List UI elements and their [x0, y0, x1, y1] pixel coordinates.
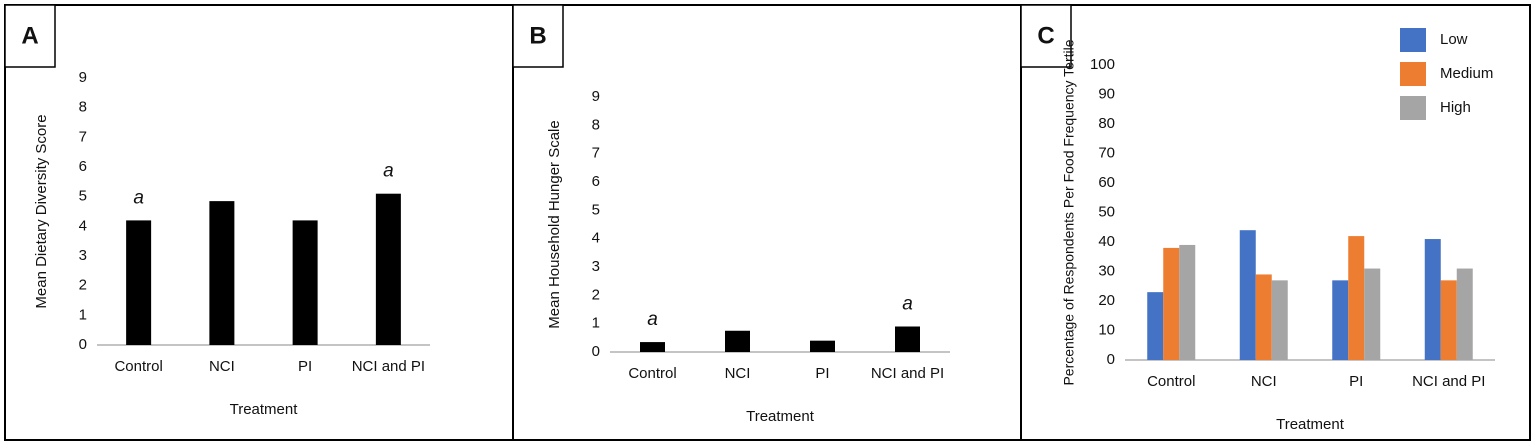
x-axis-label: Treatment [746, 408, 815, 425]
y-axis-label: Mean Dietary Diversity Score [33, 114, 50, 308]
y-tick-label: 4 [592, 230, 600, 247]
y-tick-label: 9 [79, 69, 87, 86]
panel-label-box [4, 4, 56, 68]
y-tick-label: 0 [592, 343, 600, 360]
bar [126, 220, 152, 345]
bar [725, 330, 750, 352]
bar [1179, 244, 1196, 360]
bar [292, 220, 318, 345]
legend-swatch [1400, 96, 1426, 120]
panel-label-box [512, 4, 564, 68]
y-tick-label: 6 [79, 158, 87, 175]
legend-label: Medium [1440, 65, 1493, 82]
y-tick-label: 6 [592, 173, 600, 190]
y-tick-label: 20 [1098, 292, 1115, 309]
x-tick-label: PI [815, 365, 829, 382]
bar [1424, 239, 1441, 360]
panel-frame [512, 4, 1022, 441]
bar-label: a [133, 187, 144, 208]
x-tick-label: NCI and PI [871, 365, 944, 382]
x-tick-label: NCI [209, 358, 235, 375]
bar [1456, 268, 1473, 360]
y-tick-label: 10 [1098, 321, 1115, 338]
y-tick-label: 3 [592, 258, 600, 275]
y-tick-label: 5 [79, 188, 87, 205]
y-tick-label: 4 [79, 217, 87, 234]
legend-label: Low [1440, 31, 1468, 48]
bar-label: a [647, 309, 658, 330]
y-tick-label: 2 [592, 286, 600, 303]
legend-swatch [1400, 62, 1426, 86]
y-tick-label: 3 [79, 247, 87, 264]
x-tick-label: Control [1147, 373, 1195, 390]
y-tick-label: 8 [79, 99, 87, 116]
y-tick-label: 1 [79, 306, 87, 323]
y-tick-label: 7 [79, 128, 87, 145]
y-tick-label: 0 [1107, 351, 1115, 368]
y-axis-label: Percentage of Respondents Per Food Frequ… [1061, 39, 1077, 385]
y-tick-label: 90 [1098, 85, 1115, 102]
x-axis-label: Treatment [1276, 416, 1345, 433]
x-tick-label: NCI [725, 365, 751, 382]
y-tick-label: 1 [592, 315, 600, 332]
x-tick-label: NCI and PI [1412, 373, 1485, 390]
panel-label-box [1020, 4, 1072, 68]
bar-label: a [902, 294, 913, 315]
y-tick-label: 100 [1090, 56, 1115, 73]
bar [1239, 230, 1256, 360]
y-axis-label: Mean Household Hunger Scale [546, 120, 563, 328]
y-tick-label: 70 [1098, 144, 1115, 161]
bar [1271, 280, 1288, 360]
y-tick-label: 30 [1098, 262, 1115, 279]
bar [640, 342, 665, 352]
y-tick-label: 0 [79, 336, 87, 353]
bar [1364, 268, 1381, 360]
bar [895, 326, 920, 352]
bar-label: a [383, 161, 394, 182]
panel-frame [1020, 4, 1531, 441]
bar [1147, 292, 1164, 360]
bar [810, 340, 835, 352]
x-tick-label: PI [298, 358, 312, 375]
y-tick-label: 5 [592, 201, 600, 218]
panel-label: B [529, 22, 546, 49]
legend-swatch [1400, 28, 1426, 52]
y-tick-label: 9 [592, 88, 600, 105]
bar [1332, 280, 1349, 360]
x-tick-label: NCI [1251, 373, 1277, 390]
bar [375, 193, 401, 345]
y-tick-label: 7 [592, 145, 600, 162]
y-tick-label: 8 [592, 116, 600, 133]
x-tick-label: PI [1349, 373, 1363, 390]
bar [1163, 247, 1180, 360]
y-tick-label: 80 [1098, 115, 1115, 132]
bar [1255, 274, 1272, 360]
bar [209, 201, 235, 345]
legend-label: High [1440, 99, 1471, 116]
y-tick-label: 50 [1098, 203, 1115, 220]
y-tick-label: 40 [1098, 233, 1115, 250]
x-tick-label: Control [114, 358, 162, 375]
x-axis-label: Treatment [230, 401, 299, 418]
panel-label: A [21, 22, 38, 49]
y-tick-label: 2 [79, 277, 87, 294]
x-tick-label: NCI and PI [352, 358, 425, 375]
panel-label: C [1037, 22, 1054, 49]
bar [1440, 280, 1457, 360]
y-tick-label: 60 [1098, 174, 1115, 191]
x-tick-label: Control [628, 365, 676, 382]
bar [1348, 236, 1365, 360]
